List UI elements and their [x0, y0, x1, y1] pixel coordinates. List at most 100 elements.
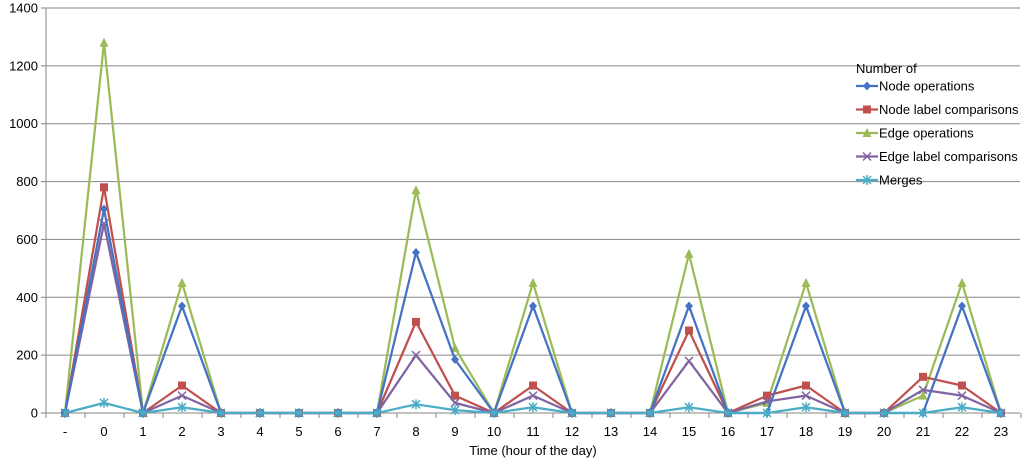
data-point: [529, 381, 537, 390]
data-point: [178, 301, 186, 311]
data-point: [918, 408, 928, 418]
data-point: [411, 350, 421, 360]
legend-marker: [862, 151, 872, 162]
y-tick-label: 600: [16, 232, 38, 247]
data-point: [957, 277, 967, 287]
x-tick-label: 7: [373, 424, 380, 439]
legend-label: Edge label comparisons: [879, 149, 1018, 164]
x-tick-label: 2: [178, 424, 185, 439]
legend-marker: [862, 175, 872, 185]
data-point: [801, 391, 811, 401]
data-point: [177, 277, 187, 287]
data-point: [216, 408, 226, 418]
legend-marker: [863, 81, 871, 91]
data-point: [411, 185, 421, 195]
x-tick-label: 11: [526, 424, 540, 439]
data-point: [684, 356, 694, 366]
data-point: [411, 399, 421, 410]
y-axis-ticks: 0 200 400 600 800 1000 1200 1400: [9, 1, 46, 421]
legend: Number of Node operations Node label comp…: [856, 61, 1019, 188]
data-point: [918, 385, 928, 395]
data-point: [528, 277, 538, 287]
x-tick-label: 16: [721, 424, 735, 439]
legend-marker: [863, 105, 871, 114]
data-point: [958, 301, 966, 311]
y-tick-label: 400: [16, 290, 38, 305]
data-point: [762, 408, 772, 418]
data-point: [100, 204, 108, 214]
data-point: [685, 326, 693, 335]
x-tick-label: 20: [877, 424, 891, 439]
data-point: [528, 402, 538, 413]
x-tick-label: 6: [334, 424, 341, 439]
y-tick-label: 800: [16, 174, 38, 189]
legend-label: Node label comparisons: [879, 102, 1019, 117]
x-tick-label: 18: [799, 424, 813, 439]
data-point: [529, 301, 537, 311]
data-point: [412, 317, 420, 326]
x-tick-label: 23: [994, 424, 1008, 439]
data-point: [412, 247, 420, 257]
data-point: [723, 408, 733, 418]
x-tick-label: 14: [643, 424, 657, 439]
y-tick-label: 1400: [9, 1, 38, 16]
data-point: [802, 381, 810, 390]
x-tick-label: 13: [604, 424, 618, 439]
data-point: [451, 391, 459, 400]
data-point: [958, 381, 966, 390]
y-tick-label: 1000: [9, 116, 38, 131]
series-line: [63, 41, 1003, 415]
data-point: [372, 408, 382, 418]
data-point: [840, 408, 850, 418]
gridlines: [46, 7, 1020, 356]
x-tick-label: 3: [217, 424, 224, 439]
x-tick-label: 15: [682, 424, 696, 439]
series-node-label-comparisons: [61, 183, 1005, 417]
x-axis-title: Time (hour of the day): [469, 443, 596, 458]
data-point: [294, 408, 304, 418]
data-point: [606, 408, 616, 418]
data-point: [879, 408, 889, 418]
legend-title: Number of: [856, 61, 917, 76]
data-point: [919, 372, 927, 381]
data-point: [802, 301, 810, 311]
legend-label: Merges: [879, 173, 923, 188]
data-point: [567, 408, 577, 418]
x-tick-label: 1: [139, 424, 146, 439]
data-point: [99, 37, 109, 47]
data-point: [255, 408, 265, 418]
data-point: [684, 402, 694, 413]
data-point: [918, 390, 928, 400]
data-point: [451, 354, 459, 364]
data-point: [763, 391, 771, 400]
data-point: [685, 301, 693, 311]
data-point: [138, 408, 148, 418]
x-tick-label: 4: [256, 424, 263, 439]
data-point: [450, 405, 460, 416]
data-point: [99, 397, 109, 408]
y-tick-label: 200: [16, 348, 38, 363]
x-tick-label: 12: [565, 424, 579, 439]
data-point: [100, 183, 108, 192]
legend-item-node-label-comparisons: Node label comparisons: [856, 102, 1019, 117]
data-point: [450, 398, 460, 408]
legend-label: Edge operations: [879, 126, 974, 141]
x-tick-label: 8: [412, 424, 419, 439]
x-tick-label: 10: [487, 424, 501, 439]
x-tick-label: -: [63, 424, 67, 439]
data-point: [957, 402, 967, 413]
legend-item-node-operations: Node operations: [856, 79, 975, 94]
x-tick-label: 0: [100, 424, 107, 439]
series-group: [60, 37, 1006, 418]
legend-item-edge-label-comparisons: Edge label comparisons: [856, 149, 1018, 164]
series-line: [63, 186, 1002, 415]
x-tick-label: 5: [295, 424, 302, 439]
legend-label: Node operations: [879, 79, 975, 94]
y-tick-label: 0: [31, 406, 38, 421]
x-tick-label: 17: [760, 424, 774, 439]
data-point: [957, 391, 967, 401]
x-tick-label: 21: [916, 424, 930, 439]
series-merges: [60, 397, 1006, 418]
legend-item-merges: Merges: [856, 173, 923, 188]
